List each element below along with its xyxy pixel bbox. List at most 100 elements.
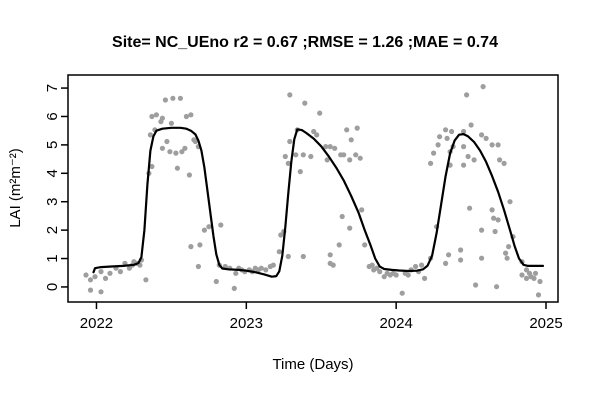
observation-point [377, 269, 383, 275]
observation-point [170, 95, 176, 101]
observation-point [311, 128, 317, 135]
observation-point [233, 270, 239, 276]
observation-point [258, 265, 264, 271]
x-tick-label: 2022 [80, 315, 113, 332]
observation-point [428, 160, 434, 166]
y-tick-label: 6 [44, 112, 61, 120]
observation-point [444, 135, 450, 141]
observation-point [332, 145, 338, 151]
observation-point [297, 169, 303, 175]
observation-point [489, 207, 495, 213]
y-axis-title: LAI (m²m⁻²) [7, 148, 24, 228]
observation-point [531, 275, 537, 281]
observation-point [149, 163, 155, 170]
observation-point [188, 112, 194, 118]
observation-point [495, 142, 501, 148]
observation-point [168, 120, 174, 126]
observation-point [317, 110, 323, 116]
observation-point [117, 269, 123, 275]
y-tick-label: 2 [44, 226, 61, 234]
observation-point [206, 224, 212, 230]
y-tick-label: 7 [44, 84, 61, 92]
observation-point [143, 277, 149, 283]
observation-point [336, 242, 342, 248]
observation-point [314, 132, 320, 138]
plot-frame [67, 74, 559, 303]
observation-point [330, 262, 336, 268]
observation-point [197, 242, 203, 248]
observation-point [98, 289, 104, 295]
x-tick-label: 2023 [230, 315, 263, 332]
x-axis-title: Time (Days) [272, 356, 353, 373]
observation-point [195, 263, 201, 270]
observation-point [348, 137, 354, 143]
observation-point [344, 127, 350, 133]
observation-point [327, 252, 333, 258]
observation-point [467, 205, 473, 211]
observation-point [399, 290, 405, 296]
observation-point [308, 153, 314, 160]
observation-point [159, 145, 165, 151]
observation-point [188, 244, 194, 250]
observation-point [405, 272, 411, 278]
observation-point [523, 267, 530, 273]
observation-point [285, 253, 291, 260]
observation-point [173, 150, 179, 156]
observation-point [437, 134, 443, 140]
observation-point [494, 284, 500, 290]
observation-point [532, 270, 539, 276]
observation-point [491, 215, 497, 221]
observation-point [523, 275, 530, 281]
observation-point [479, 255, 485, 261]
observation-point [465, 153, 471, 160]
observation-point [449, 128, 455, 135]
observation-point [102, 275, 109, 281]
observation-point [458, 257, 464, 263]
y-tick-label: 0 [44, 283, 61, 291]
observation-point [162, 97, 168, 103]
observation-point [506, 244, 512, 250]
observation-point [483, 135, 489, 141]
observation-point [501, 160, 507, 166]
chart-title: Site= NC_UEno r2 = 0.67 ;RMSE = 1.26 ;MA… [112, 34, 498, 51]
observation-point [339, 213, 345, 220]
observation-points-layer [83, 84, 543, 298]
observation-point [263, 267, 269, 273]
observation-point [443, 260, 449, 266]
observation-point [159, 115, 165, 121]
observation-point [354, 125, 360, 131]
observation-point [357, 155, 363, 161]
model-fit-line-layer [92, 126, 545, 278]
observation-point [495, 217, 501, 223]
observation-point [182, 145, 188, 151]
observation-point [458, 247, 464, 253]
observation-point [435, 142, 441, 148]
observation-point [381, 274, 387, 280]
observation-point [353, 152, 359, 158]
observation-point [167, 149, 173, 155]
observation-point [302, 100, 308, 106]
observation-point [479, 227, 485, 233]
y-axis: 0 1 2 3 4 5 6 7 [44, 84, 68, 291]
observation-point [464, 92, 470, 98]
observation-point [479, 132, 485, 138]
observation-point [92, 274, 98, 280]
observation-point [422, 275, 428, 281]
observation-point [324, 157, 330, 163]
observation-point [461, 128, 467, 135]
observation-point [323, 144, 329, 150]
observation-point [492, 228, 498, 235]
observation-point [276, 249, 282, 255]
observation-point [480, 84, 486, 90]
observation-point [362, 242, 368, 248]
observation-point [98, 269, 104, 275]
observation-point [359, 207, 365, 213]
x-axis: 2022 2023 2024 2025 [80, 302, 563, 332]
observation-point [177, 95, 183, 101]
x-tick-label: 2024 [379, 315, 412, 332]
observation-point [497, 157, 503, 163]
observation-point [287, 92, 293, 98]
observation-point [183, 113, 189, 120]
observation-point [468, 122, 474, 128]
